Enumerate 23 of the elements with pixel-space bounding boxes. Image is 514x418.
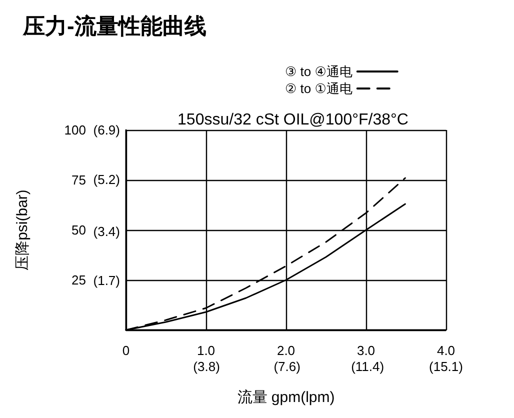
legend-label: ③ to ④通电 <box>285 64 352 79</box>
y2-tick-label: (6.9) <box>93 122 120 138</box>
y-tick-label: 100 <box>64 122 86 138</box>
x-tick-label: 4.0 <box>436 343 456 358</box>
y2-tick-label: (5.2) <box>93 172 120 187</box>
legend-label: ② to ①通电 <box>285 81 352 96</box>
x-tick-label: 0 <box>122 343 130 358</box>
y-tick-label: 25 <box>72 272 86 288</box>
y-axis-title: 压降psi(bar) <box>14 190 31 270</box>
x-tick-label: 1.0 <box>196 343 216 358</box>
x2-tick-label: (15.1) <box>429 359 463 374</box>
y2-tick-label: (3.4) <box>93 224 120 239</box>
x-tick-label: 3.0 <box>356 343 376 358</box>
x-axis-title: 流量 gpm(lpm) <box>237 389 335 406</box>
chart-subtitle: 150ssu/32 cSt OIL@100°F/38°C <box>178 112 408 128</box>
x2-tick-label: (3.8) <box>193 359 220 374</box>
y2-tick-label: (1.7) <box>93 273 120 288</box>
x-tick-label: 2.0 <box>276 343 296 358</box>
x2-tick-label: (7.6) <box>274 359 300 374</box>
y-tick-label: 50 <box>72 222 86 238</box>
x2-tick-label: (11.4) <box>351 359 384 374</box>
chart-title: 压力-流量性能曲线 <box>22 14 206 38</box>
y-tick-label: 75 <box>72 172 86 188</box>
